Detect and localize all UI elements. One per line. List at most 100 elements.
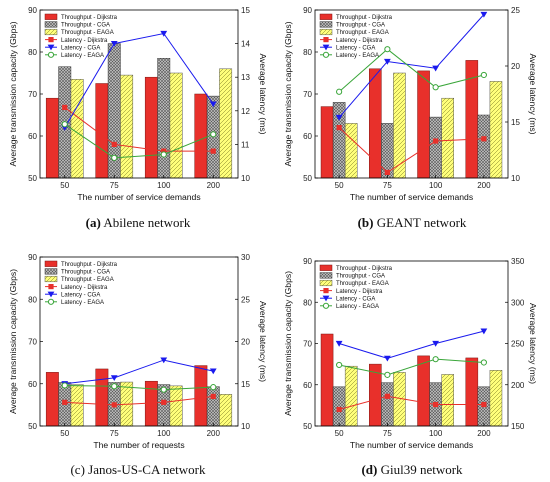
y2-tick-label: 12 xyxy=(241,107,250,116)
legend-swatch-marker xyxy=(322,302,330,309)
x-tick-label: 100 xyxy=(157,181,171,190)
bar-throughput-eaga-100 xyxy=(441,97,454,179)
legend-swatch-bar xyxy=(44,28,58,36)
legend-swatch-marker xyxy=(48,284,54,290)
y-tick-label: 60 xyxy=(303,132,312,141)
bar-throughput-dijkstra-50 xyxy=(320,106,334,179)
legend-label: Throughput - EAGA xyxy=(61,277,114,283)
marker-latency-dijkstra-75 xyxy=(384,393,390,399)
y-tick-label: 90 xyxy=(303,6,312,15)
y2-tick-label: 25 xyxy=(241,295,250,304)
legend-label: Throughput - Dijkstra xyxy=(61,262,118,268)
marker-latency-eaga-75 xyxy=(384,46,391,53)
legend-label: Throughput - Dijkstra xyxy=(336,15,393,21)
marker-latency-cga-50 xyxy=(335,114,343,121)
y-tick-label: 50 xyxy=(28,174,37,183)
caption-d: (d) Giul39 network xyxy=(361,462,463,477)
y2-tick-label: 14 xyxy=(241,40,250,49)
y-tick-label: 50 xyxy=(303,422,312,431)
marker-latency-dijkstra-50 xyxy=(336,125,342,131)
x-tick-label: 100 xyxy=(157,429,171,438)
y2-tick-label: 250 xyxy=(511,340,525,349)
marker-latency-cga-100 xyxy=(160,30,168,37)
bar-throughput-dijkstra-100 xyxy=(417,70,430,179)
y2-tick-label: 15 xyxy=(241,6,250,15)
y-tick-label: 80 xyxy=(303,298,312,307)
bar-throughput-cga-200 xyxy=(206,386,220,427)
marker-latency-eaga-100 xyxy=(160,151,167,158)
bar-throughput-eaga-100 xyxy=(441,374,454,427)
bar-throughput-dijkstra-100 xyxy=(144,76,158,179)
legend-label: Latency - CGA xyxy=(61,45,100,51)
bar-throughput-eaga-75 xyxy=(120,74,134,179)
y-axis-label: Average transmission capacity (Gbps) xyxy=(283,21,293,166)
caption-b-label: (b) xyxy=(358,215,374,230)
x-tick-label: 75 xyxy=(110,181,119,190)
legend-label: Throughput - CGA xyxy=(61,23,110,29)
legend-label: Latency - EAGA xyxy=(61,53,104,59)
y2-tick-label: 15 xyxy=(241,380,250,389)
line-latency-cga xyxy=(64,359,214,385)
y2-tick-label: 10 xyxy=(241,174,250,183)
legend-swatch-bar xyxy=(319,272,333,279)
legend-swatch-marker xyxy=(322,51,330,58)
legend-label: Latency - Dijkstra xyxy=(336,38,383,44)
marker-latency-cga-200 xyxy=(480,328,488,335)
marker-latency-cga-100 xyxy=(432,340,440,347)
legend-label: Throughput - EAGA xyxy=(336,281,389,287)
legend-label: Latency - Dijkstra xyxy=(61,38,108,44)
marker-latency-dijkstra-100 xyxy=(433,138,439,144)
legend-label: Throughput - Dijkstra xyxy=(336,266,393,272)
y2-tick-label: 20 xyxy=(241,338,250,347)
legend-swatch-bar xyxy=(44,13,58,20)
marker-latency-eaga-75 xyxy=(384,371,391,378)
legend: Throughput - Dijkstra Throughput - CGAThr… xyxy=(44,260,118,306)
marker-latency-dijkstra-200 xyxy=(210,148,216,154)
marker-latency-dijkstra-75 xyxy=(384,169,390,175)
marker-latency-cga-200 xyxy=(209,101,217,108)
bar-throughput-eaga-100 xyxy=(169,72,183,179)
legend-swatch-marker xyxy=(322,44,330,51)
marker-latency-eaga-100 xyxy=(160,386,167,393)
legend-swatch-marker xyxy=(323,288,329,294)
bar-throughput-dijkstra-75 xyxy=(95,368,109,427)
caption-a-text: Abilene network xyxy=(101,215,191,230)
legend-swatch-bar xyxy=(319,21,333,28)
line-latency-eaga xyxy=(338,48,484,93)
y-tick-label: 90 xyxy=(303,257,312,266)
bar-throughput-eaga-100 xyxy=(169,385,183,427)
x-axis-label: The number of service demands xyxy=(350,440,473,450)
bar-throughput-eaga-200 xyxy=(489,370,503,427)
y-tick-label: 70 xyxy=(28,90,37,99)
y-axis-label: Average transmission capacity (Gbps) xyxy=(8,269,18,414)
marker-latency-cga-100 xyxy=(160,357,168,364)
legend-label: Throughput - EAGA xyxy=(336,30,389,36)
y-axis-label: Average transmission capacity (Gbps) xyxy=(8,21,18,166)
bar-throughput-dijkstra-50 xyxy=(45,372,59,427)
bar-throughput-dijkstra-200 xyxy=(194,365,208,427)
y2-tick-label: 150 xyxy=(511,422,525,431)
marker-latency-dijkstra-75 xyxy=(111,402,117,408)
x-tick-label: 75 xyxy=(383,429,392,438)
marker-latency-dijkstra-50 xyxy=(336,406,342,413)
legend-label: Latency - CGA xyxy=(336,45,375,51)
x-tick-label: 50 xyxy=(60,429,69,438)
y2-tick-label: 10 xyxy=(241,422,250,431)
y-tick-label: 70 xyxy=(303,340,312,349)
caption-c: (c) Janos-US-CA network xyxy=(70,462,206,477)
legend-swatch-marker xyxy=(47,298,55,305)
line-latency-dijkstra xyxy=(338,395,484,410)
bar-throughput-dijkstra-50 xyxy=(320,333,334,427)
marker-latency-eaga-100 xyxy=(432,356,439,363)
chart-panel-janos-us-ca: 50 60 70 80 90 10 15 20 25 30 50 75 100 200 The number… xyxy=(8,253,268,450)
y2-tick-label: 10 xyxy=(511,174,520,183)
line-latency-dijkstra xyxy=(338,127,484,174)
y-tick-label: 80 xyxy=(303,48,312,57)
y2-tick-label: 300 xyxy=(511,298,525,307)
marker-latency-eaga-50 xyxy=(61,121,68,128)
line-latency-dijkstra xyxy=(64,107,214,152)
chart-panel-giul39: 50 60 70 80 90 150 200 250 300 350 50 75 100 200 The n… xyxy=(283,257,538,450)
legend-label: Latency - CGA xyxy=(61,292,100,298)
marker-latency-cga-50 xyxy=(335,340,343,347)
